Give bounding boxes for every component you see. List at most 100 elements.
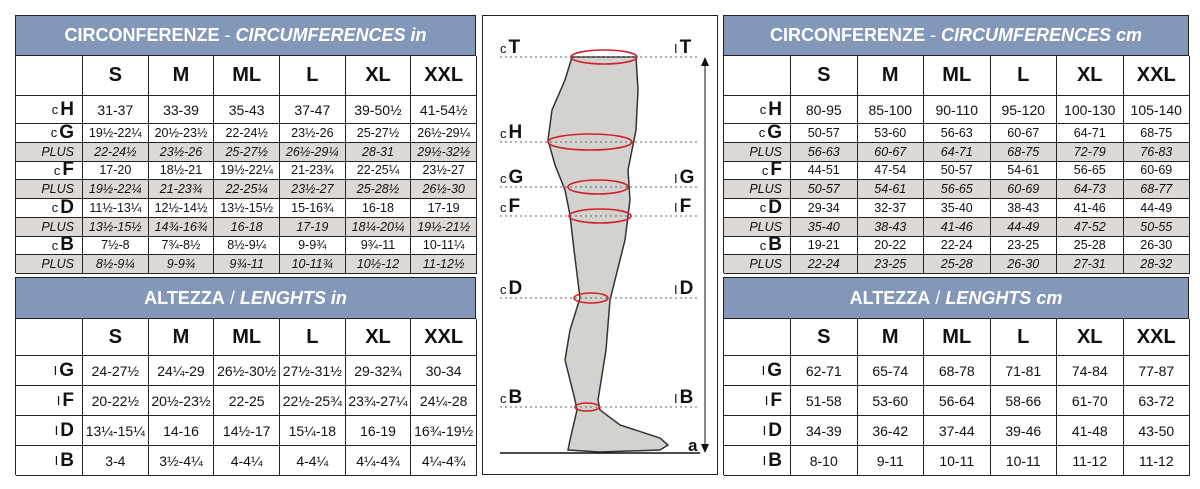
value-cell: 58-66 bbox=[990, 386, 1057, 416]
value: 4-4¼ bbox=[296, 452, 329, 469]
value: 17-20 bbox=[99, 163, 132, 178]
label-prefix: c bbox=[500, 282, 507, 297]
value: 28-31 bbox=[361, 144, 394, 159]
value: 23½-26 bbox=[159, 144, 203, 159]
value-cell: 50-57 bbox=[791, 180, 858, 199]
value-cell: 105-140 bbox=[1123, 96, 1190, 124]
size-table: ALTEZZA / LENGHTS cm S M ML L XL XXL I G 62-71 65-74… bbox=[723, 277, 1190, 476]
value-cell: 56-63 bbox=[791, 142, 858, 162]
label-letter: G bbox=[767, 359, 782, 381]
value-cell: 63-72 bbox=[1123, 386, 1190, 416]
value: 10-11¾ bbox=[291, 257, 334, 272]
label-letter: F bbox=[62, 161, 74, 181]
size-header: M bbox=[148, 56, 215, 96]
value-cell: 56-64 bbox=[924, 386, 991, 416]
value: 38-43 bbox=[874, 219, 907, 234]
value: 18¼-20¼ bbox=[351, 219, 405, 234]
label-prefix: c bbox=[51, 237, 59, 253]
value-cell: 36-42 bbox=[857, 416, 924, 446]
value-cell: 4¼-4¾ bbox=[345, 446, 412, 476]
label-prefix: c bbox=[759, 237, 767, 253]
value-cell: 80-95 bbox=[791, 96, 858, 124]
value: 9¾-11 bbox=[360, 238, 396, 253]
value-cell: 10-11 bbox=[924, 446, 991, 476]
value: 50-55 bbox=[1140, 219, 1173, 234]
label-prefix: c bbox=[50, 125, 58, 141]
value-cell: 13½-15½ bbox=[214, 199, 280, 218]
value: 76-83 bbox=[1140, 144, 1173, 159]
title-it: ALTEZZA bbox=[849, 287, 931, 308]
value-cell: 54-61 bbox=[990, 161, 1057, 181]
title-sep: - bbox=[929, 25, 936, 45]
value-cell: 64-71 bbox=[1057, 124, 1124, 143]
value: 9-9¾ bbox=[298, 238, 327, 253]
value-cell: 27½-31½ bbox=[280, 356, 346, 386]
value: 19-21 bbox=[807, 238, 840, 253]
value-cell: 26-30 bbox=[990, 255, 1057, 274]
value-cell: 39-46 bbox=[990, 416, 1057, 446]
value: 22-25¼ bbox=[356, 163, 400, 178]
value: 41-46 bbox=[1073, 200, 1106, 215]
label-prefix: I bbox=[674, 41, 678, 56]
measure-ring bbox=[570, 49, 638, 65]
value-cell: 68-75 bbox=[1123, 124, 1190, 143]
value: 10-11¼ bbox=[422, 238, 465, 253]
value-cell: 16¾-19½ bbox=[411, 416, 477, 446]
value: 20½-23½ bbox=[154, 125, 208, 140]
row-label: PLUS bbox=[724, 180, 791, 199]
value-cell: 32-37 bbox=[857, 199, 924, 218]
value: 25-27½ bbox=[225, 144, 268, 159]
value-cell: 60-67 bbox=[857, 142, 924, 162]
value: 22½-25¾ bbox=[282, 392, 342, 409]
value-cell: 7¾-8½ bbox=[148, 236, 215, 256]
value: 18½-21 bbox=[159, 163, 203, 178]
label-letter: T bbox=[680, 37, 692, 58]
size-header: XL bbox=[345, 319, 412, 356]
row-label: PLUS bbox=[16, 180, 83, 199]
value-cell: 9¾-11 bbox=[214, 255, 280, 274]
value-cell: 9-11 bbox=[857, 446, 924, 476]
value: 77-87 bbox=[1138, 362, 1175, 379]
label-letter: D bbox=[60, 419, 74, 441]
value: 16-19 bbox=[360, 422, 396, 439]
value-cell: 22-24 bbox=[791, 255, 858, 274]
value: 60-67 bbox=[1007, 125, 1040, 140]
value-cell: 56-65 bbox=[924, 180, 991, 199]
value-cell: 50-55 bbox=[1123, 217, 1190, 237]
value-cell: 9-9¾ bbox=[148, 255, 215, 274]
value: 68-75 bbox=[1140, 125, 1173, 140]
value: 64-71 bbox=[940, 144, 973, 159]
value-cell: 44-51 bbox=[791, 161, 858, 181]
value: 28-32 bbox=[1140, 257, 1173, 272]
value-cell: 19½-22¼ bbox=[83, 180, 149, 199]
value-cell: 26½-30 bbox=[411, 180, 477, 199]
value: 23½-27 bbox=[291, 182, 334, 197]
value: 25-28 bbox=[1073, 238, 1106, 253]
ground-label: a bbox=[688, 436, 698, 455]
value: 26-30 bbox=[1140, 238, 1173, 253]
value-cell: 18¼-20¼ bbox=[345, 217, 412, 237]
value-cell: 4-4¼ bbox=[280, 446, 346, 476]
value: 25-28 bbox=[940, 257, 973, 272]
value: 56-63 bbox=[807, 144, 840, 159]
value-cell: 38-43 bbox=[857, 217, 924, 237]
leg-shape bbox=[547, 56, 670, 453]
measure-ring bbox=[547, 133, 633, 151]
value: 9¾-11 bbox=[229, 257, 264, 272]
size-table: ALTEZZA / LENGHTS in S M ML L XL XXL I G 24-27½ 24¼-… bbox=[15, 277, 477, 476]
value: 19½-22¼ bbox=[88, 182, 142, 197]
value: 10-11 bbox=[939, 452, 975, 469]
label-letter: B bbox=[60, 449, 74, 471]
value-cell: 25-28½ bbox=[345, 180, 412, 199]
value: 15-16¾ bbox=[291, 200, 334, 215]
value-cell: 11-12 bbox=[1057, 446, 1124, 476]
value: 56-65 bbox=[940, 182, 973, 197]
value: 50-57 bbox=[807, 182, 840, 197]
value-cell: 95-120 bbox=[990, 96, 1057, 124]
value: 33-39 bbox=[163, 101, 199, 118]
value: 105-140 bbox=[1130, 101, 1182, 118]
